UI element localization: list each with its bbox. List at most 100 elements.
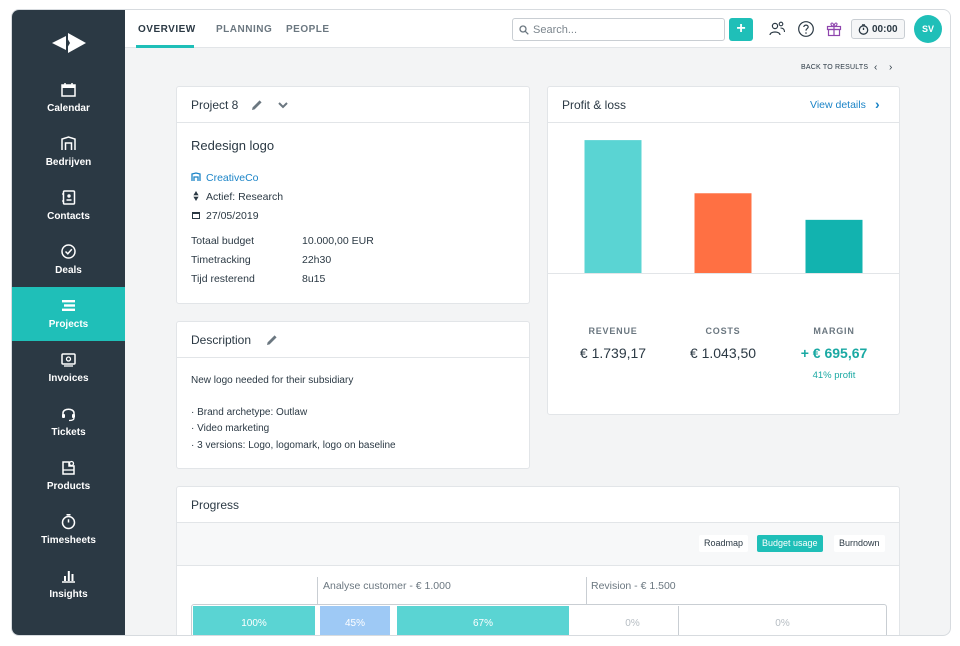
sidebar-item-products[interactable]: Products (12, 449, 125, 503)
active-tab-indicator (136, 45, 194, 48)
costs-value: € 1.043,50 (689, 345, 757, 361)
building-icon (61, 136, 76, 150)
pin-icon (193, 191, 199, 201)
budget-label: Totaal budget (191, 235, 255, 247)
stopwatch-icon (61, 514, 76, 530)
budget-segment: 0% (587, 606, 679, 635)
contact-book-icon (62, 190, 76, 205)
sidebar-item-label: Invoices (48, 373, 89, 384)
app-window: Calendar Bedrijven Contacts Deals Projects In… (11, 9, 951, 636)
phase-label: Analyse customer - € 1.000 (323, 580, 451, 592)
budget-usage-view-button[interactable]: Budget usage (757, 535, 823, 552)
app-logo-icon[interactable] (52, 32, 86, 54)
products-icon (62, 460, 75, 475)
description-bullet: · Brand archetype: Outlaw (191, 407, 308, 418)
budget-usage-bar: 100% 45% 67% 0% 0% (191, 604, 887, 635)
search-input[interactable] (533, 22, 718, 37)
profit-loss-chart (584, 140, 863, 273)
sidebar-item-label: Bedrijven (45, 157, 92, 168)
insights-chart-icon (62, 571, 75, 583)
status-row: Actief: Research (191, 191, 283, 203)
sidebar-item-label: Projects (48, 319, 89, 330)
roadmap-view-button[interactable]: Roadmap (699, 535, 749, 552)
sidebar-item-label: Insights (49, 589, 88, 600)
user-avatar[interactable]: SV (914, 15, 942, 43)
search-icon (519, 25, 529, 35)
description-bullet: · Video marketing (191, 423, 270, 434)
description-card-header: Description (177, 322, 529, 358)
progress-view-switcher: Roadmap Budget usage Burndown (177, 523, 899, 566)
project-card: Project 8 Redesign logo CreativeCo Actie… (176, 86, 530, 304)
previous-result-button[interactable]: ‹ (874, 62, 878, 73)
company-link[interactable]: CreativeCo (206, 172, 259, 184)
profit-percentage: 41% profit (812, 370, 856, 381)
progress-card: Progress Roadmap Budget usage Burndown A… (176, 486, 900, 635)
sidebar-item-label: Calendar (47, 103, 90, 114)
sidebar-item-insights[interactable]: Insights (12, 557, 125, 611)
sidebar-item-deals[interactable]: Deals (12, 233, 125, 287)
sidebar-item-calendar[interactable]: Calendar (12, 71, 125, 125)
view-details-link[interactable]: View details (810, 99, 866, 111)
back-to-results-link[interactable]: BACK TO RESULTS (801, 64, 869, 71)
timer-button[interactable]: 00:00 (851, 19, 905, 39)
project-title: Project 8 (191, 98, 239, 112)
progress-header: Progress (177, 487, 899, 523)
sidebar-item-timesheets[interactable]: Timesheets (12, 503, 125, 557)
search-box[interactable] (512, 18, 725, 41)
help-icon[interactable] (797, 20, 815, 38)
profit-loss-title: Profit & loss (562, 98, 627, 112)
sidebar-item-label: Contacts (47, 211, 90, 222)
margin-label: MARGIN (813, 326, 855, 336)
sidebar-item-invoices[interactable]: Invoices (12, 341, 125, 395)
sidebar-item-bedrijven[interactable]: Bedrijven (12, 125, 125, 179)
tab-overview[interactable]: OVERVIEW (138, 24, 196, 35)
chevron-down-icon[interactable] (277, 99, 289, 111)
description-card: Description New logo needed for their su… (176, 321, 530, 469)
invoice-icon (61, 353, 76, 367)
date-row: 27/05/2019 (191, 210, 259, 222)
chevron-right-icon[interactable]: › (875, 96, 880, 112)
timetracking-label: Timetracking (191, 254, 251, 266)
sidebar-item-label: Timesheets (41, 535, 96, 546)
description-intro: New logo needed for their subsidiary (191, 375, 354, 386)
chart-baseline (548, 273, 899, 274)
building-icon (191, 172, 201, 181)
burndown-view-button[interactable]: Burndown (834, 535, 885, 552)
calendar-icon (61, 83, 76, 97)
bar-margin (805, 219, 863, 273)
stopwatch-icon (858, 24, 869, 35)
team-icon[interactable] (768, 20, 786, 38)
project-status: Actief: Research (206, 191, 284, 203)
budget-segment: 0% (680, 606, 885, 635)
sidebar-item-label: Products (46, 481, 91, 492)
time-remaining-label: Tijd resterend (191, 273, 255, 285)
company-row: CreativeCo (191, 172, 259, 184)
tab-planning[interactable]: PLANNING (216, 24, 273, 35)
project-date: 27/05/2019 (206, 210, 259, 222)
calendar-icon (192, 212, 200, 219)
gift-icon[interactable] (825, 20, 843, 38)
progress-title: Progress (191, 498, 240, 512)
profit-loss-header: Profit & loss View details › (548, 87, 899, 123)
headset-icon (62, 408, 75, 422)
add-button[interactable]: + (729, 18, 753, 41)
sidebar-item-tickets[interactable]: Tickets (12, 395, 125, 449)
sidebar-item-contacts[interactable]: Contacts (12, 179, 125, 233)
topbar: OVERVIEW PLANNING PEOPLE + (125, 10, 950, 48)
timer-value: 00:00 (872, 24, 898, 35)
sidebar-item-label: Deals (55, 265, 82, 276)
project-name: Redesign logo (191, 138, 275, 153)
sidebar-item-projects[interactable]: Projects (12, 287, 125, 341)
bar-revenue (584, 140, 642, 273)
description-title: Description (191, 333, 252, 347)
edit-pencil-icon[interactable] (251, 99, 263, 111)
edit-pencil-icon[interactable] (266, 334, 278, 346)
budget-segment: 100% (193, 606, 315, 635)
costs-label: COSTS (705, 326, 741, 336)
tab-people[interactable]: PEOPLE (286, 24, 330, 35)
check-circle-icon (61, 244, 76, 259)
timetracking-link[interactable]: 22h30 (302, 254, 332, 266)
next-result-button[interactable]: › (889, 62, 893, 73)
margin-value: + € 695,67 (800, 345, 868, 361)
projects-icon (62, 300, 75, 311)
